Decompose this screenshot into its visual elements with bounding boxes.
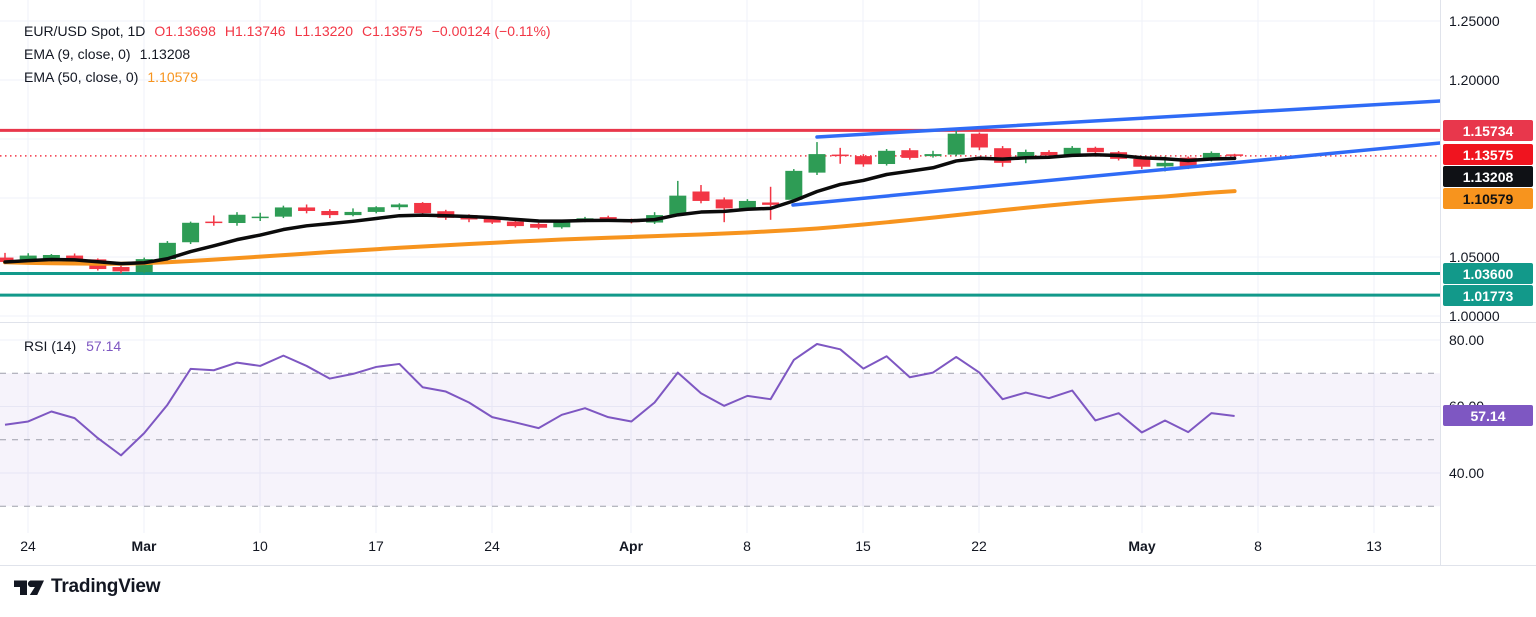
brand-name: TradingView xyxy=(51,576,161,597)
candle xyxy=(367,206,385,214)
price-axis[interactable]: 1.250001.200001.050001.0000080.0060.0040… xyxy=(1440,0,1536,565)
price-tick-label: 1.25000 xyxy=(1449,13,1500,29)
candle xyxy=(506,220,524,228)
candle xyxy=(530,222,548,230)
rsi-tick-label: 40.00 xyxy=(1449,465,1485,481)
time-tick-label: 24 xyxy=(20,538,36,554)
candle xyxy=(878,149,896,166)
time-axis[interactable]: 24 Mar 10 17 24 Apr 8 15 22 May 8 13 xyxy=(0,533,1440,565)
time-tick-label: 22 xyxy=(971,538,987,554)
ema9-value: 1.13208 xyxy=(139,46,191,62)
candle xyxy=(112,265,130,274)
candle xyxy=(762,186,780,220)
trend-line[interactable] xyxy=(791,141,1440,207)
candle xyxy=(344,208,362,217)
price-badge: 1.13575 xyxy=(1443,144,1533,165)
candle xyxy=(970,132,988,151)
rsi-line[interactable] xyxy=(4,342,1235,457)
rsi-tick-label: 80.00 xyxy=(1449,332,1485,348)
time-tick-label: 8 xyxy=(1254,538,1262,554)
time-tick-label: 15 xyxy=(855,538,871,554)
ema50-value: 1.10579 xyxy=(147,69,198,85)
ema50-row: EMA (50, close, 0) 1.10579 xyxy=(24,66,551,89)
candle xyxy=(228,212,246,226)
pane-separator[interactable] xyxy=(0,322,1536,323)
symbol-legend: EUR/USD Spot, 1D O1.13698 H1.13746 L1.13… xyxy=(24,20,551,89)
price-badge: 1.13208 xyxy=(1443,166,1533,187)
time-tick-label: Mar xyxy=(131,538,157,554)
candle xyxy=(205,215,223,226)
symbol-title[interactable]: EUR/USD Spot, 1D xyxy=(24,23,146,39)
price-tick-label: 1.00000 xyxy=(1449,308,1500,324)
rsi-badge: 57.14 xyxy=(1443,405,1533,426)
candle xyxy=(251,212,269,222)
time-tick-label: Apr xyxy=(618,538,644,554)
candle xyxy=(947,130,965,157)
candle xyxy=(321,209,339,219)
ema9-row: EMA (9, close, 0) 1.13208 xyxy=(24,43,551,66)
candle xyxy=(390,203,408,210)
rsi-pane[interactable] xyxy=(0,322,1440,533)
time-tick-label: 13 xyxy=(1366,538,1382,554)
high-value: H1.13746 xyxy=(224,23,286,39)
price-pane[interactable] xyxy=(0,0,1440,322)
rsi-value: 57.14 xyxy=(86,338,122,354)
candle xyxy=(831,147,849,164)
time-tick-label: 8 xyxy=(743,538,751,554)
candle xyxy=(669,180,687,216)
change-value: −0.00124 (−0.11%) xyxy=(431,23,551,39)
tradingview-logo-icon xyxy=(14,580,44,595)
price-badge: 1.01773 xyxy=(1443,285,1533,306)
price-tick-label: 1.20000 xyxy=(1449,72,1500,88)
rsi-legend: RSI (14) 57.14 xyxy=(24,338,121,354)
time-tick-label: 10 xyxy=(252,538,268,554)
ohlc-row: EUR/USD Spot, 1D O1.13698 H1.13746 L1.13… xyxy=(24,20,551,43)
candle xyxy=(901,148,919,160)
axis-bottom-border xyxy=(0,565,1536,566)
candle xyxy=(1133,157,1151,170)
candle xyxy=(274,205,292,219)
price-tick-label: 1.05000 xyxy=(1449,249,1500,265)
time-tick-label: May xyxy=(1128,538,1156,554)
candle xyxy=(994,146,1012,167)
candle xyxy=(854,154,872,167)
ema9-line[interactable] xyxy=(3,152,1237,266)
axis-left-border xyxy=(1440,0,1441,565)
price-badge: 1.15734 xyxy=(1443,120,1533,141)
close-value: C1.13575 xyxy=(362,23,423,39)
candle xyxy=(182,221,200,245)
time-tick-label: 24 xyxy=(484,538,500,554)
tradingview-attribution[interactable]: TradingView xyxy=(14,576,161,598)
ema9-label[interactable]: EMA (9, close, 0) xyxy=(24,46,131,62)
low-value: L1.13220 xyxy=(294,23,353,39)
candle xyxy=(808,142,826,175)
time-tick-label: 17 xyxy=(368,538,384,554)
candle xyxy=(924,150,942,158)
candle xyxy=(1086,146,1104,155)
price-badge: 1.03600 xyxy=(1443,263,1533,284)
candle xyxy=(692,185,710,204)
ema50-label[interactable]: EMA (50, close, 0) xyxy=(24,69,139,85)
open-value: O1.13698 xyxy=(154,23,216,39)
price-badge: 1.10579 xyxy=(1443,188,1533,209)
candle xyxy=(298,204,316,214)
candle xyxy=(785,169,803,203)
trend-line[interactable] xyxy=(815,99,1440,139)
ema50-line[interactable] xyxy=(3,189,1237,266)
rsi-label[interactable]: RSI (14) xyxy=(24,338,77,354)
